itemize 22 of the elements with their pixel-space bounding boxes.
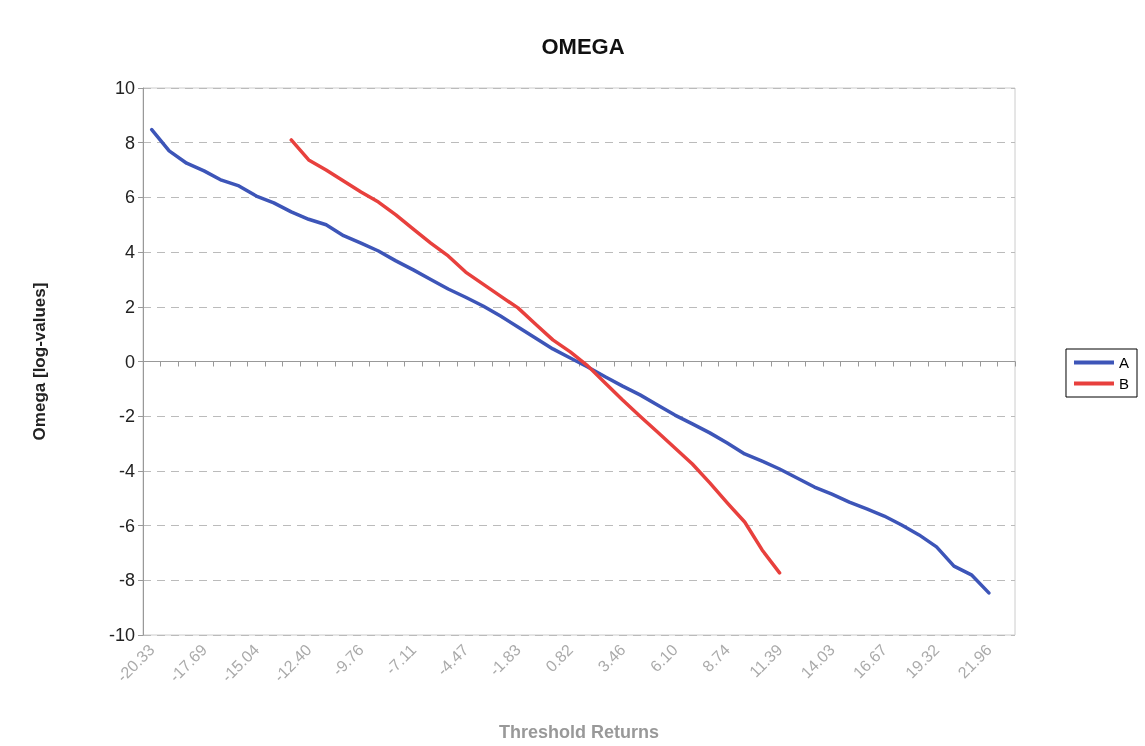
y-tick-label: -4: [118, 460, 135, 481]
y-tick-label: 2: [124, 296, 135, 317]
line-series: [289, 138, 782, 575]
x-axis-title: Threshold Returns: [498, 722, 660, 742]
y-tick-label: -8: [118, 570, 135, 591]
x-tick-label: 0.82: [542, 640, 577, 676]
line-series: [149, 127, 991, 595]
y-tick-label: -10: [108, 625, 135, 645]
x-tick-label: 6.10: [646, 640, 681, 676]
legend-label: B: [1119, 375, 1130, 392]
y-tick-label: -2: [118, 406, 135, 427]
x-tick-label: 3.46: [594, 640, 629, 676]
x-tick-label: -7.11: [382, 640, 420, 678]
y-tick-label: 0: [124, 351, 135, 372]
y-tick-label: -6: [118, 515, 135, 536]
y-tick-label: 8: [124, 132, 135, 153]
y-tick-label: 6: [124, 187, 135, 208]
y-tick-label: 4: [124, 242, 135, 263]
y-axis-title: Omega [log-values]: [30, 282, 49, 441]
chart-title: OMEGA: [541, 33, 625, 59]
legend-label: A: [1119, 354, 1130, 371]
y-tick-label: 10: [114, 78, 135, 98]
